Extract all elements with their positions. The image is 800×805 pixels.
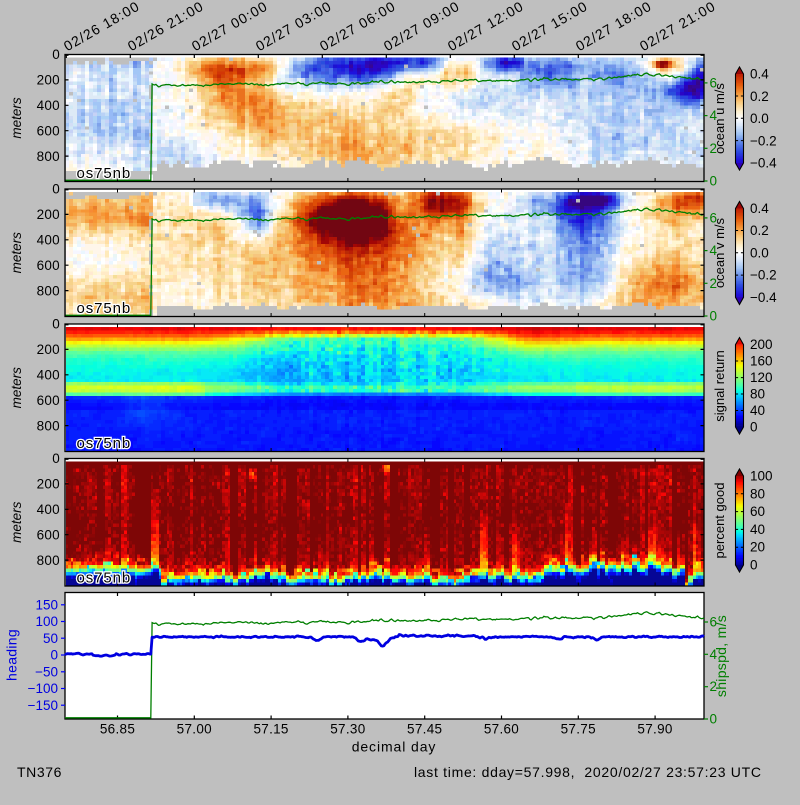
svg-text:80: 80 <box>750 486 765 501</box>
svg-text:57.60: 57.60 <box>484 722 519 737</box>
svg-text:600: 600 <box>37 258 60 273</box>
svg-text:os75nb: os75nb <box>77 165 132 182</box>
svg-text:600: 600 <box>37 393 60 408</box>
svg-text:ocean v m/s: ocean v m/s <box>712 217 727 288</box>
svg-text:50: 50 <box>43 631 58 646</box>
svg-text:last time: dday=57.998, 2020/: last time: dday=57.998, 2020/02/27 23:57… <box>414 764 762 780</box>
svg-text:160: 160 <box>750 354 773 369</box>
svg-text:100: 100 <box>35 614 58 629</box>
svg-text:−150: −150 <box>28 698 58 713</box>
svg-text:6: 6 <box>710 210 718 225</box>
svg-text:0: 0 <box>52 451 60 466</box>
svg-text:4: 4 <box>710 108 718 123</box>
svg-text:−0.2: −0.2 <box>750 133 777 148</box>
svg-text:0: 0 <box>710 712 718 727</box>
svg-text:200: 200 <box>37 207 60 222</box>
svg-text:shipspd, m/s: shipspd, m/s <box>713 615 729 697</box>
svg-text:800: 800 <box>37 418 60 433</box>
svg-text:56.85: 56.85 <box>100 722 135 737</box>
svg-text:40: 40 <box>750 403 765 418</box>
svg-text:57.30: 57.30 <box>330 722 365 737</box>
svg-text:heading: heading <box>4 629 20 681</box>
svg-text:0.0: 0.0 <box>750 111 769 126</box>
svg-text:120: 120 <box>750 370 773 385</box>
svg-text:0: 0 <box>710 174 718 189</box>
svg-text:400: 400 <box>37 233 60 248</box>
svg-text:600: 600 <box>37 123 60 138</box>
svg-text:meters: meters <box>9 97 24 139</box>
svg-text:2: 2 <box>710 276 718 291</box>
svg-text:os75nb: os75nb <box>77 435 132 452</box>
svg-text:6: 6 <box>710 614 718 629</box>
svg-text:80: 80 <box>750 387 765 402</box>
svg-text:−0.4: −0.4 <box>750 156 777 171</box>
svg-text:57.45: 57.45 <box>407 722 442 737</box>
svg-text:6: 6 <box>710 75 718 90</box>
svg-text:ocean u m/s: ocean u m/s <box>712 83 727 154</box>
svg-text:signal return: signal return <box>712 350 727 422</box>
svg-text:0.2: 0.2 <box>750 89 769 104</box>
svg-text:60: 60 <box>750 504 765 519</box>
svg-text:meters: meters <box>9 501 24 543</box>
svg-text:400: 400 <box>37 368 60 383</box>
svg-text:200: 200 <box>37 73 60 88</box>
svg-text:40: 40 <box>750 522 765 537</box>
svg-text:0: 0 <box>52 317 60 332</box>
svg-text:0: 0 <box>750 558 758 573</box>
svg-text:0: 0 <box>50 648 58 663</box>
svg-text:4: 4 <box>710 243 718 258</box>
svg-text:−50: −50 <box>35 664 58 679</box>
svg-text:600: 600 <box>37 527 60 542</box>
svg-text:TN376: TN376 <box>17 764 62 780</box>
svg-text:800: 800 <box>37 283 60 298</box>
svg-text:400: 400 <box>37 98 60 113</box>
svg-text:os75nb: os75nb <box>77 570 132 587</box>
svg-text:0: 0 <box>750 420 758 435</box>
svg-text:2: 2 <box>710 141 718 156</box>
svg-text:2: 2 <box>710 679 718 694</box>
svg-text:57.75: 57.75 <box>561 722 596 737</box>
svg-text:os75nb: os75nb <box>77 300 132 317</box>
svg-text:0: 0 <box>710 309 718 324</box>
svg-text:0.2: 0.2 <box>750 223 769 238</box>
svg-text:100: 100 <box>750 469 773 484</box>
svg-text:meters: meters <box>9 367 24 409</box>
svg-text:200: 200 <box>37 477 60 492</box>
svg-text:200: 200 <box>37 342 60 357</box>
svg-text:0.4: 0.4 <box>750 201 769 216</box>
svg-text:57.90: 57.90 <box>637 722 672 737</box>
svg-text:decimal day: decimal day <box>352 739 437 755</box>
svg-text:200: 200 <box>750 337 773 352</box>
svg-text:−0.2: −0.2 <box>750 268 777 283</box>
svg-text:800: 800 <box>37 553 60 568</box>
svg-text:20: 20 <box>750 540 765 555</box>
svg-text:57.15: 57.15 <box>253 722 288 737</box>
svg-text:0.0: 0.0 <box>750 245 769 260</box>
svg-text:57.00: 57.00 <box>177 722 212 737</box>
svg-text:meters: meters <box>9 232 24 274</box>
svg-text:0: 0 <box>52 182 60 197</box>
svg-text:−100: −100 <box>28 681 58 696</box>
svg-text:percent good: percent good <box>712 483 727 559</box>
svg-text:−0.4: −0.4 <box>750 290 777 305</box>
svg-text:4: 4 <box>710 647 718 662</box>
svg-text:800: 800 <box>37 149 60 164</box>
svg-text:400: 400 <box>37 502 60 517</box>
svg-text:150: 150 <box>35 597 58 612</box>
svg-text:0: 0 <box>52 47 60 62</box>
svg-text:0.4: 0.4 <box>750 67 769 82</box>
